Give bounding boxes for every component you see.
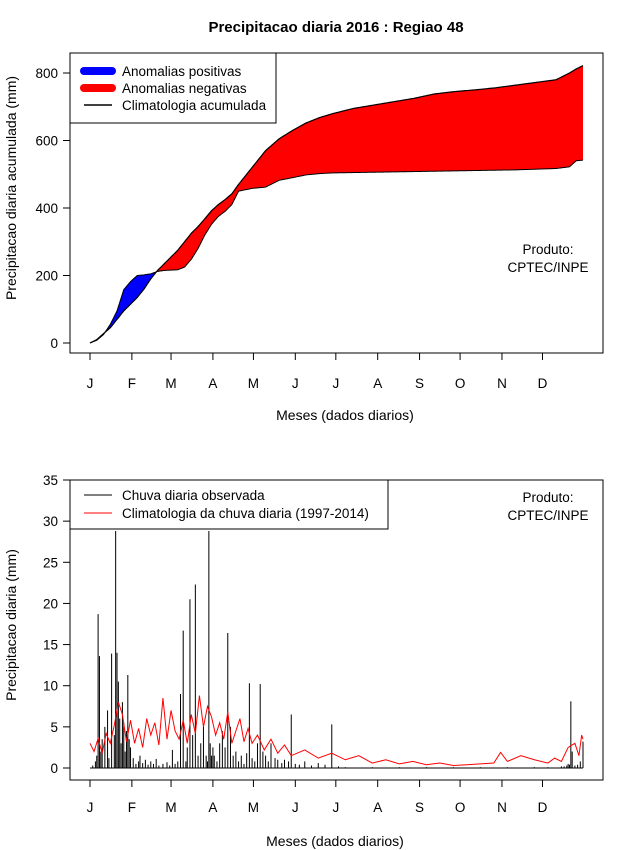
x-tick-label: M xyxy=(165,800,176,815)
figure-title: Precipitacao diaria 2016 : Regiao 48 xyxy=(208,19,463,36)
top-y-axis-label: Precipitacao diaria acumulada (mm) xyxy=(3,76,19,300)
y-tick-label: 20 xyxy=(43,596,58,611)
legend-label-positive: Anomalias positivas xyxy=(122,64,242,79)
legend-label-negative: Anomalias negativas xyxy=(122,81,247,96)
bottom-x-axis-label: Meses (dados diarios) xyxy=(266,833,404,849)
top-x-axis-label: Meses (dados diarios) xyxy=(276,407,414,423)
bottom-legend-box xyxy=(69,479,389,530)
x-tick-label: O xyxy=(455,376,466,391)
y-tick-label: 0 xyxy=(50,761,58,776)
x-tick-label: J xyxy=(292,800,299,815)
x-tick-label: A xyxy=(373,800,382,815)
y-tick-label: 25 xyxy=(43,555,58,570)
top-credit-line1: Produto: xyxy=(522,242,573,257)
legend-label-climatology: Climatologia acumulada xyxy=(122,98,267,113)
negative-anomaly-area xyxy=(157,65,583,272)
x-tick-label: M xyxy=(165,376,176,391)
bottom-credit-line1: Produto: xyxy=(522,490,573,505)
x-tick-label: F xyxy=(128,800,136,815)
y-tick-label: 600 xyxy=(35,134,58,149)
x-tick-label: S xyxy=(415,800,424,815)
y-tick-label: 10 xyxy=(43,679,58,694)
x-tick-label: N xyxy=(497,376,507,391)
x-tick-label: J xyxy=(332,800,339,815)
y-tick-label: 800 xyxy=(35,66,58,81)
legend-label-climatology-daily: Climatologia da chuva diaria (1997-2014) xyxy=(122,506,369,521)
top-credit-line2: CPTEC/INPE xyxy=(507,260,588,275)
y-tick-label: 30 xyxy=(43,514,58,529)
x-tick-label: S xyxy=(415,376,424,391)
x-tick-label: A xyxy=(373,376,382,391)
y-tick-label: 400 xyxy=(35,201,58,216)
x-tick-label: D xyxy=(538,376,548,391)
y-tick-label: 15 xyxy=(43,638,58,653)
x-tick-label: J xyxy=(332,376,339,391)
daily-chart: 0 5 10 15 20 25 30 35 J F M A M J J A S O N D Meses (dados… xyxy=(3,473,604,849)
observed-accumulated-line xyxy=(89,159,584,344)
x-tick-label: M xyxy=(248,376,259,391)
x-tick-label: N xyxy=(497,800,507,815)
y-tick-label: 35 xyxy=(43,473,58,488)
y-tick-label: 0 xyxy=(50,336,58,351)
x-tick-label: D xyxy=(538,800,548,815)
x-tick-label: O xyxy=(455,800,466,815)
legend-label-observed: Chuva diaria observada xyxy=(122,488,265,503)
x-tick-label: J xyxy=(292,376,299,391)
bottom-y-axis-label: Precipitacao diaria (mm) xyxy=(3,549,19,701)
top-y-axis: 0 200 400 600 800 xyxy=(35,66,71,351)
y-tick-label: 5 xyxy=(50,720,58,735)
y-tick-label: 200 xyxy=(35,269,58,284)
climatology-accumulated-line xyxy=(89,65,584,344)
x-tick-label: F xyxy=(128,376,136,391)
x-tick-label: M xyxy=(248,800,259,815)
accumulated-chart: 0 200 400 600 800 J F M A M J J A S O N D Meses (dados … xyxy=(3,52,604,423)
top-legend: Anomalias positivas Anomalias negativas … xyxy=(69,52,277,124)
x-tick-label: J xyxy=(87,376,94,391)
bottom-y-axis: 0 5 10 15 20 25 30 35 xyxy=(43,473,71,776)
climatology-daily-line xyxy=(89,695,584,767)
bottom-credit-line2: CPTEC/INPE xyxy=(507,508,588,523)
x-tick-label: J xyxy=(87,800,94,815)
x-tick-label: A xyxy=(208,800,217,815)
x-tick-label: A xyxy=(208,376,217,391)
bottom-legend: Chuva diaria observada Climatologia da c… xyxy=(69,479,389,530)
